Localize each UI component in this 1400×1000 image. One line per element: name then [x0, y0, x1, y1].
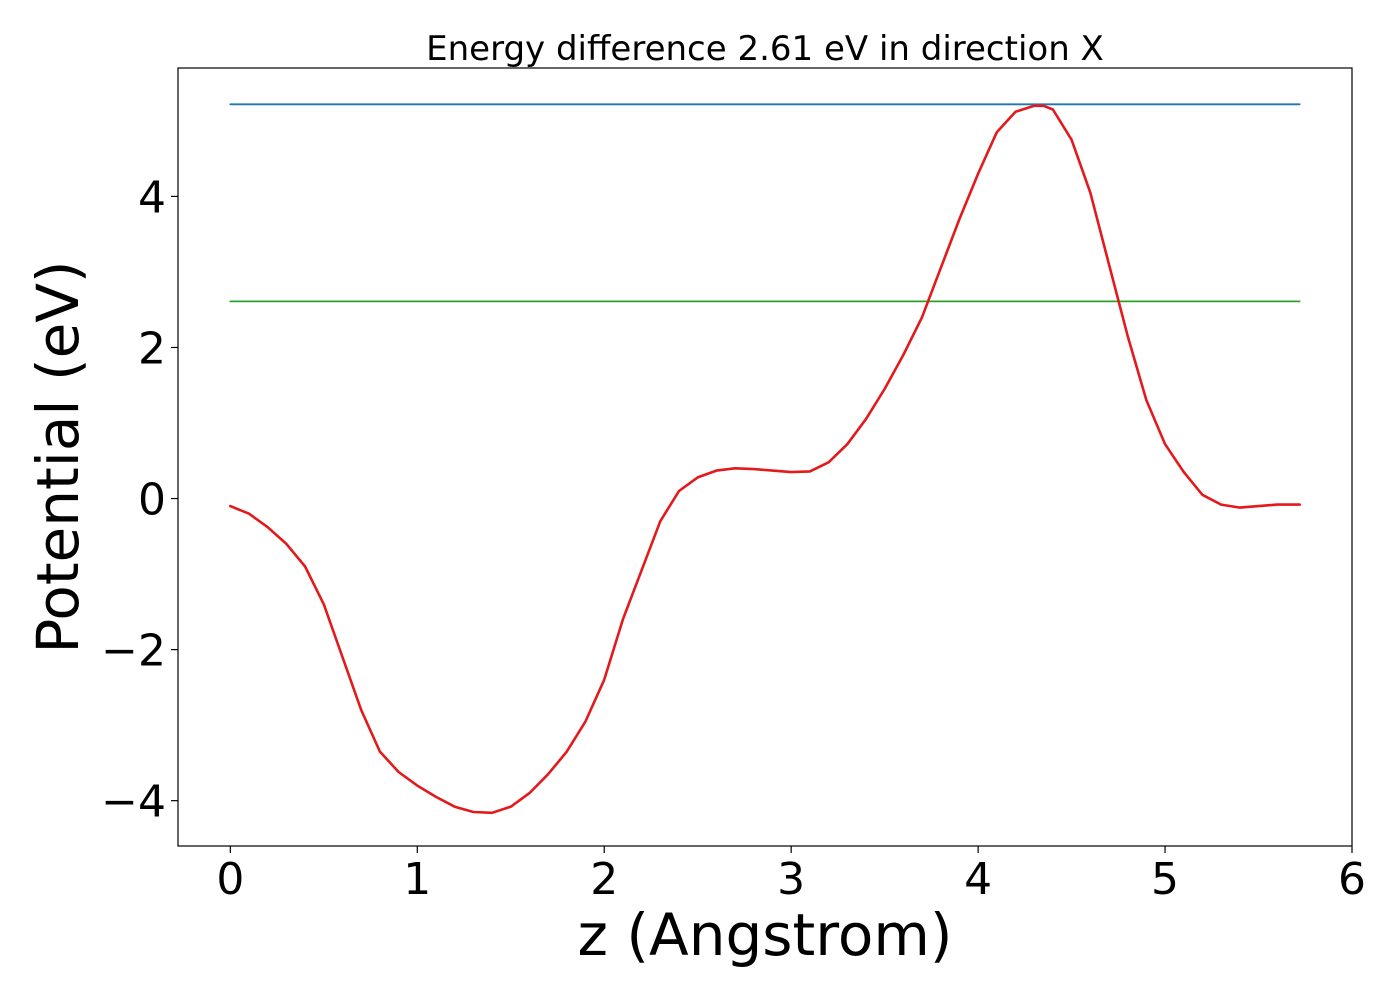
x-tick-label: 5: [1151, 854, 1179, 905]
y-tick-label: 2: [138, 323, 166, 374]
series-layer: [229, 103, 1301, 815]
y-tick-label: 0: [138, 475, 166, 526]
x-axis-label: z (Angstrom): [578, 901, 953, 969]
y-tick-label: −2: [101, 626, 166, 677]
y-tick-label: 4: [138, 172, 166, 223]
x-tick-label: 6: [1338, 854, 1366, 905]
x-tick-label: 2: [590, 854, 618, 905]
plot-area: [177, 67, 1353, 847]
x-tick-label: 3: [777, 854, 805, 905]
y-axis-ticks: −4 −2 0 2 4: [101, 172, 178, 828]
y-tick-label: −4: [101, 777, 166, 828]
x-tick-label: 4: [964, 854, 992, 905]
x-axis-ticks: 0 1 2 3 4 5 6: [216, 846, 1366, 905]
y-axis-label: Potential (eV): [24, 260, 92, 653]
x-tick-label: 1: [403, 854, 431, 905]
chart-title: Energy difference 2.61 eV in direction X: [426, 29, 1104, 69]
x-tick-label: 0: [216, 854, 244, 905]
series-line-3: [229, 104, 1301, 815]
